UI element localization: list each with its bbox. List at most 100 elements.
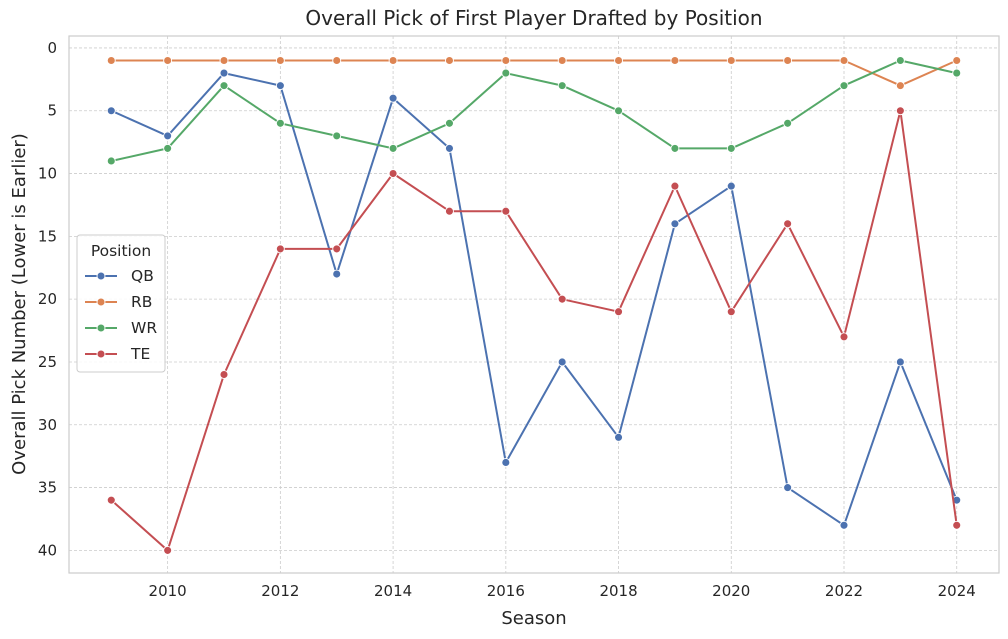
legend-item-wr: WR xyxy=(85,319,157,337)
data-point-te xyxy=(219,370,229,379)
legend: Position QB RB WR TE xyxy=(76,234,166,373)
y-tick-label: 20 xyxy=(38,290,57,308)
legend-title: Position xyxy=(91,242,151,260)
series-line-wr xyxy=(111,59,957,162)
legend-item-rb: RB xyxy=(85,293,152,311)
data-point-rb xyxy=(275,56,285,65)
y-tick-label: 0 xyxy=(47,39,57,57)
data-point-rb xyxy=(332,56,342,65)
data-point-wr xyxy=(219,81,229,91)
data-point-te xyxy=(501,206,511,216)
data-point-qb xyxy=(388,93,398,103)
legend-label: TE xyxy=(130,345,150,363)
data-point-rb xyxy=(219,56,229,65)
data-point-te xyxy=(445,206,454,216)
data-point-qb xyxy=(219,68,229,78)
data-point-rb xyxy=(726,56,736,65)
x-tick-label: 2014 xyxy=(374,582,412,600)
y-tick-label: 40 xyxy=(38,541,57,559)
data-point-wr xyxy=(332,131,342,141)
data-point-rb xyxy=(952,56,962,65)
data-point-te xyxy=(163,545,173,555)
data-point-wr xyxy=(106,156,116,166)
data-point-rb xyxy=(106,56,116,65)
y-tick-label: 25 xyxy=(38,353,57,371)
data-point-rb xyxy=(895,81,905,91)
legend-label: QB xyxy=(131,267,154,285)
y-tick-label: 5 xyxy=(47,102,57,120)
plot-frame xyxy=(68,35,1000,574)
series-line-te xyxy=(110,109,958,552)
x-tick-label: 2018 xyxy=(599,582,637,600)
series-lines xyxy=(106,56,962,555)
data-point-te xyxy=(670,181,680,191)
x-axis-ticks: 2010 2012 2014 2016 2018 2020 2022 2024 xyxy=(149,582,976,600)
data-point-wr xyxy=(670,143,680,153)
x-tick-label: 2016 xyxy=(487,582,525,600)
data-point-wr xyxy=(163,143,173,153)
data-point-qb xyxy=(332,269,342,279)
legend-label: RB xyxy=(131,293,152,311)
legend-label: WR xyxy=(131,319,157,337)
data-point-te xyxy=(839,332,849,342)
data-point-wr xyxy=(783,118,793,128)
data-point-qb xyxy=(557,357,567,367)
data-point-qb xyxy=(726,181,736,191)
legend-item-qb: QB xyxy=(85,267,154,285)
series-rb xyxy=(106,56,962,91)
data-point-te xyxy=(106,495,116,505)
x-tick-label: 2010 xyxy=(149,582,187,600)
data-point-qb xyxy=(501,458,511,467)
data-point-te xyxy=(332,244,342,254)
data-point-wr xyxy=(726,143,736,153)
legend-swatch-marker xyxy=(96,323,106,333)
data-point-qb xyxy=(106,106,116,116)
data-point-te xyxy=(557,294,567,304)
data-point-rb xyxy=(501,56,511,65)
series-qb xyxy=(106,68,962,530)
data-point-wr xyxy=(952,68,962,78)
legend-box xyxy=(76,234,166,373)
series-line-qb xyxy=(110,72,958,527)
data-point-qb xyxy=(614,432,623,442)
chart-title: Overall Pick of First Player Drafted by … xyxy=(305,6,762,30)
data-point-wr xyxy=(614,106,623,116)
data-point-rb xyxy=(670,56,680,65)
data-point-qb xyxy=(895,357,905,367)
data-point-rb xyxy=(783,56,793,65)
data-point-rb xyxy=(839,56,849,65)
x-tick-label: 2012 xyxy=(261,582,299,600)
legend-swatch-marker xyxy=(96,271,106,281)
data-point-wr xyxy=(501,68,511,78)
data-point-wr xyxy=(839,81,849,91)
data-point-qb xyxy=(163,131,173,141)
x-tick-label: 2022 xyxy=(825,582,863,600)
data-point-rb xyxy=(163,56,173,65)
data-point-qb xyxy=(839,520,849,530)
data-point-wr xyxy=(445,118,454,128)
y-tick-label: 15 xyxy=(38,227,57,245)
y-tick-label: 35 xyxy=(38,479,57,497)
x-tick-label: 2024 xyxy=(938,582,976,600)
legend-swatch-marker xyxy=(96,297,106,307)
series-wr xyxy=(106,56,962,166)
data-point-te xyxy=(388,169,398,178)
grid xyxy=(69,36,999,573)
data-point-rb xyxy=(557,56,567,65)
y-tick-label: 30 xyxy=(38,416,57,434)
series-line-rb xyxy=(111,59,958,87)
data-point-te xyxy=(614,307,623,317)
data-point-qb xyxy=(275,81,285,91)
data-point-te xyxy=(726,307,736,317)
data-point-wr xyxy=(275,118,285,128)
legend-swatch-marker xyxy=(96,349,106,359)
legend-items: QB RB WR TE xyxy=(85,267,157,363)
x-axis-label: Season xyxy=(501,608,566,629)
data-point-rb xyxy=(388,56,398,65)
data-point-te xyxy=(783,219,793,229)
data-point-te xyxy=(895,106,905,116)
data-point-te xyxy=(275,244,285,254)
data-point-te xyxy=(952,520,962,530)
y-axis-label: Overall Pick Number (Lower is Earlier) xyxy=(9,133,30,475)
